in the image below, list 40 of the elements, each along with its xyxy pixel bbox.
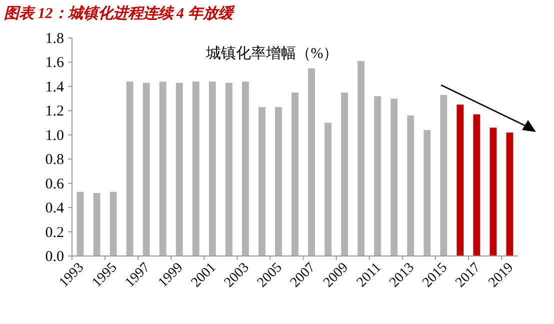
y-tick-label: 0.0 — [45, 249, 64, 265]
bar — [341, 92, 348, 256]
bar — [176, 82, 183, 256]
bar — [374, 96, 382, 256]
bar — [324, 122, 332, 256]
bar — [258, 107, 266, 256]
bar — [192, 82, 200, 256]
chart-title: 图表 12：城镇化进程连续 4 年放缓 — [4, 5, 235, 22]
y-tick-label: 1.2 — [45, 104, 64, 120]
bar — [242, 82, 249, 256]
bar — [407, 116, 414, 256]
x-tick-label: 2011 — [354, 260, 384, 290]
y-tick-label: 1.4 — [45, 79, 64, 96]
bar — [308, 68, 315, 256]
bar — [208, 82, 216, 256]
y-tick-label: 1.8 — [45, 31, 64, 47]
y-tick-label: 0.6 — [45, 176, 64, 192]
y-tick-label: 0.8 — [45, 152, 64, 168]
bar — [110, 192, 117, 256]
bar — [490, 128, 497, 256]
bar — [275, 107, 282, 256]
y-tick-label: 0.4 — [45, 200, 64, 217]
bar — [76, 192, 84, 256]
bar — [225, 82, 232, 256]
bar — [390, 98, 398, 256]
y-tick-label: 1.0 — [45, 128, 64, 144]
y-tick-label: 0.2 — [45, 224, 64, 241]
bar — [424, 130, 431, 256]
bar — [142, 82, 150, 256]
bar — [93, 193, 100, 256]
bar — [126, 82, 134, 256]
bar — [159, 82, 166, 256]
annotation: 城镇化率增幅（%） — [204, 45, 338, 62]
bar — [473, 114, 480, 256]
bar — [292, 92, 298, 256]
bar — [456, 104, 464, 256]
bar — [358, 61, 365, 256]
bar — [440, 94, 448, 256]
bar — [506, 132, 514, 256]
y-tick-label: 1.6 — [45, 55, 64, 72]
